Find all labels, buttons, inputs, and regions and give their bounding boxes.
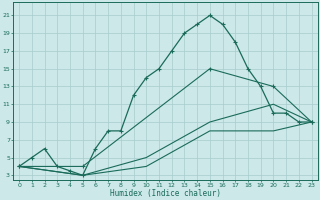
X-axis label: Humidex (Indice chaleur): Humidex (Indice chaleur) bbox=[110, 189, 221, 198]
